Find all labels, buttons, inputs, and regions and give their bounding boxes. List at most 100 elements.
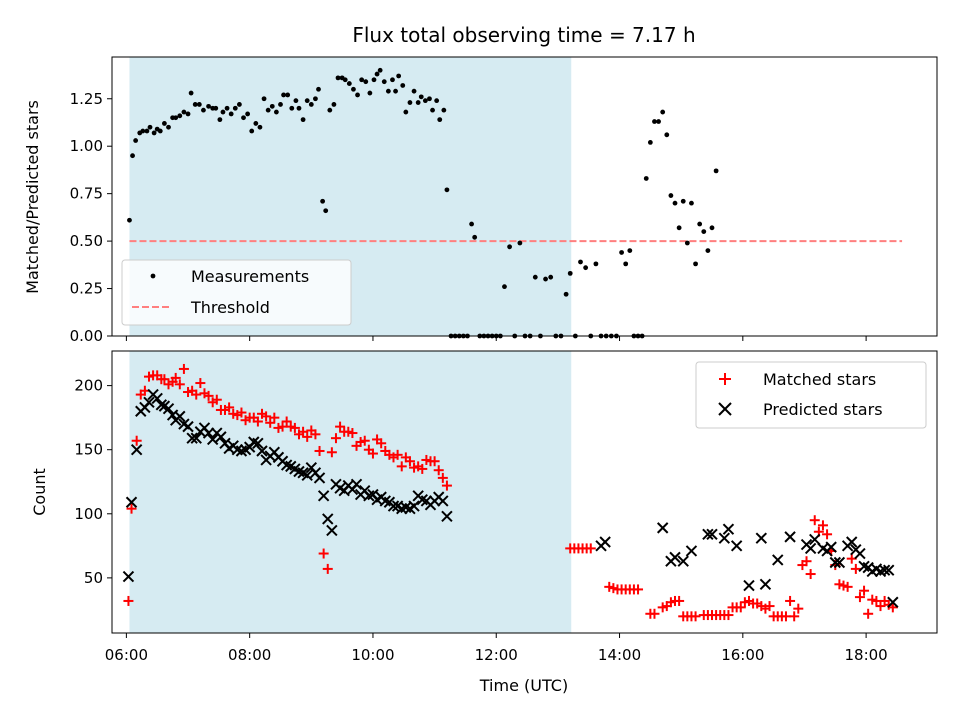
measurement-point [393,88,398,94]
measurement-point [578,259,583,265]
matched-star-marker [211,394,222,405]
measurement-point [144,128,150,134]
measurement-point [127,217,132,223]
measurement-point [335,75,341,81]
legend-label-measurements: Measurements [191,267,309,286]
top-legend-box [121,259,352,326]
predicted-star-marker [878,564,891,576]
measurement-point [355,92,360,98]
measurement-point [709,225,715,231]
bottom-x-tick-label: 18:00 [844,646,887,664]
matched-star-marker [404,456,415,467]
predicted-star-marker [656,522,669,534]
bottom-y-tick-label: 50 [84,569,103,587]
measurement-point [371,77,377,83]
measurement-point [133,138,139,143]
matched-star-marker [850,563,861,574]
measurement-point [647,140,653,145]
measurement-point [249,128,255,134]
predicted-star-marker [846,536,858,548]
predicted-star-marker [215,431,227,443]
measurement-point [411,88,417,94]
matched-star-marker [690,611,701,622]
matched-star-marker [376,438,387,449]
matched-star-marker [265,417,276,428]
matched-star-marker [178,363,189,374]
predicted-star-marker [887,596,899,608]
bottom-y-tick-label: 200 [74,377,103,395]
measurement-point [660,109,666,115]
measurement-point [181,109,187,115]
predicted-star-marker [182,420,194,433]
matched-star-marker [289,422,300,433]
bottom-legend: Matched stars Predicted stars [695,361,927,429]
measurement-point [619,250,624,255]
measurement-point [140,128,146,134]
predicted-star-marker [854,547,866,560]
bottom-x-tick-label: 06:00 [105,646,148,664]
matched-star-marker [801,556,812,567]
matched-star-marker [224,402,235,413]
matched-star-marker [764,601,775,612]
measurement-point [415,100,421,105]
measurement-point [684,240,690,246]
measurement-point [441,107,447,113]
matched-star-marker [396,461,407,472]
matched-star-marker [298,426,309,437]
measurement-point [676,225,682,231]
top-panel: 0.00 0.25 0.50 0.75 1.00 1.25 Matched/Predict… [23,56,938,345]
matched-star-marker [281,416,292,427]
bottom-y-axis: 50 100 150 200 [74,377,112,587]
measurement-point [342,77,348,83]
top-x-axis [125,336,867,341]
bottom-legend-box [695,361,927,429]
measurement-point [672,200,678,206]
predicted-star-marker [702,528,714,541]
measurement-point [427,96,432,102]
predicted-star-marker [685,545,698,557]
measurement-point [151,130,157,136]
matched-star-marker [302,431,313,442]
matched-star-marker [236,407,247,418]
matched-star-marker [318,548,329,559]
measurement-point [147,124,153,130]
matched-star-marker [846,553,857,564]
legend-marker-matched-stars [719,373,731,385]
matched-star-marker [367,448,378,459]
measurement-point [245,111,251,117]
top-y-axis-label: Matched/Predicted stars [23,100,42,294]
legend-label-threshold: Threshold [190,298,270,317]
predicted-star-marker [677,555,689,567]
measurement-point [705,248,711,253]
predicted-star-marker [326,524,338,537]
measurement-point [188,90,194,96]
measurement-point [192,102,198,107]
bottom-panel: 50 100 150 200 06:00 08:00 10:00 12:00 14:00 16:… [30,350,938,695]
predicted-star-marker [829,556,841,569]
matched-star-marker [123,595,134,606]
measurement-point [253,121,259,126]
measurement-point [563,291,569,297]
legend-label-matched-stars: Matched stars [763,370,876,389]
measurement-point [652,119,657,124]
predicted-star-marker [186,432,198,444]
measurement-point [236,102,242,107]
measurement-point [668,193,674,198]
predicted-star-marker [143,396,155,408]
matched-star-marker [252,416,263,427]
top-y-tick-label: 0.00 [70,327,103,345]
measurement-point [130,153,135,159]
predicted-star-marker [155,399,168,411]
measurement-point [507,244,513,250]
matched-star-marker [822,529,833,540]
predicted-star-marker [772,554,784,566]
matched-star-marker [326,447,337,458]
measurement-point [359,77,365,83]
top-y-tick-label: 0.50 [70,232,103,250]
measurement-point [157,128,163,134]
predicted-star-marker [718,532,731,544]
matched-star-marker [649,608,660,619]
predicted-star-marker [437,495,449,507]
bottom-x-axis: 06:00 08:00 10:00 12:00 14:00 16:00 18:00 [105,633,888,664]
top-y-axis: 0.00 0.25 0.50 0.75 1.00 1.25 [70,90,112,345]
